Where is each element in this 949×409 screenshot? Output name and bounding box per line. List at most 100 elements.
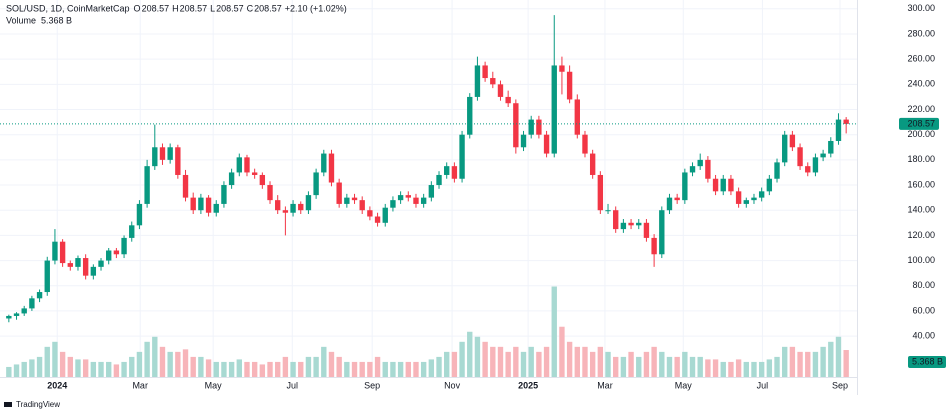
x-tick-label: Jul bbox=[287, 380, 299, 390]
volume-bar bbox=[582, 346, 588, 377]
volume-bar bbox=[44, 346, 50, 377]
candle-body bbox=[90, 266, 97, 276]
candle-body bbox=[474, 65, 481, 97]
volume-bar bbox=[267, 361, 273, 377]
volume-bar bbox=[298, 361, 304, 377]
volume-bar bbox=[82, 359, 89, 377]
candle-body bbox=[344, 197, 350, 204]
candle-body bbox=[758, 191, 765, 198]
volume-bar bbox=[528, 346, 534, 377]
volume-bar bbox=[659, 351, 665, 377]
candle-body bbox=[620, 222, 627, 230]
volume-bar bbox=[758, 361, 765, 377]
candle-body bbox=[198, 197, 204, 211]
volume-bar bbox=[513, 346, 519, 377]
volume-bar bbox=[121, 361, 127, 377]
volume-bar bbox=[597, 346, 604, 377]
volume-bar bbox=[213, 361, 219, 377]
volume-bar bbox=[367, 361, 373, 377]
candle-body bbox=[390, 200, 396, 208]
volume-bar bbox=[205, 359, 212, 377]
ohlc-value: 208.57 bbox=[142, 3, 170, 13]
candle-body bbox=[482, 65, 488, 79]
volume-bar bbox=[474, 336, 481, 377]
volume-bar bbox=[574, 346, 580, 377]
candle-body bbox=[697, 159, 703, 167]
candle-body bbox=[589, 153, 596, 175]
volume-bar bbox=[397, 361, 404, 377]
candle-body bbox=[720, 178, 726, 192]
volume-bar bbox=[782, 346, 788, 377]
candle-body bbox=[597, 174, 604, 211]
candle-body bbox=[428, 185, 435, 198]
volume-bar bbox=[221, 361, 227, 377]
candle-body bbox=[743, 200, 749, 204]
ohlc-value: 208.57 bbox=[180, 3, 208, 13]
x-tick-label: Mar bbox=[132, 380, 148, 390]
candle-body bbox=[820, 153, 826, 158]
volume-bar bbox=[451, 351, 458, 377]
volume-bar bbox=[812, 351, 819, 377]
axes: 40.00 60.00 80.00 100.00 120.00 140.00 160.00 1… bbox=[47, 3, 946, 390]
volume-value-box bbox=[908, 356, 946, 368]
candle-body bbox=[6, 315, 12, 319]
volume-bar bbox=[797, 351, 803, 377]
candle-body bbox=[136, 203, 143, 226]
candle-body bbox=[420, 197, 427, 204]
volume-bar bbox=[620, 356, 627, 377]
volume-bar bbox=[90, 361, 97, 377]
candle-body bbox=[643, 222, 650, 238]
volume-bar bbox=[290, 361, 296, 377]
candle-body bbox=[29, 298, 35, 309]
candles bbox=[0, 15, 857, 323]
volume-bar bbox=[390, 361, 396, 377]
volume-bar bbox=[67, 356, 73, 377]
y-tick-label: 300.00 bbox=[907, 3, 935, 13]
candle-body bbox=[321, 153, 327, 173]
volume-bar bbox=[820, 346, 826, 377]
volume-bar bbox=[651, 346, 657, 377]
candle-body bbox=[444, 166, 450, 175]
candle-body bbox=[566, 71, 573, 100]
candle-body bbox=[129, 225, 135, 238]
volume-bar bbox=[536, 351, 542, 377]
volume-value-axis-label: 5.368 B bbox=[912, 356, 943, 366]
volume-bar bbox=[21, 361, 27, 377]
y-tick-label: 100.00 bbox=[907, 255, 935, 265]
candle-body bbox=[497, 84, 504, 97]
candle-body bbox=[275, 200, 281, 211]
volume-bar bbox=[59, 351, 66, 377]
candle-body bbox=[305, 195, 312, 211]
volume-bar bbox=[321, 346, 327, 377]
volume-bar bbox=[305, 356, 312, 377]
volume-bar bbox=[566, 341, 573, 377]
candle-body bbox=[251, 172, 258, 175]
volume-bar bbox=[505, 351, 511, 377]
candle-body bbox=[244, 157, 250, 173]
volume-bar bbox=[351, 361, 358, 377]
volume-bar bbox=[712, 359, 719, 377]
candle-body bbox=[835, 119, 842, 141]
candle-body bbox=[451, 166, 458, 179]
volume-bar bbox=[144, 341, 150, 377]
volume-bar bbox=[766, 359, 773, 377]
ohlc-key: C bbox=[247, 3, 254, 13]
volume-bar bbox=[113, 364, 120, 377]
candle-body bbox=[152, 147, 158, 167]
volume-title: Volume bbox=[6, 15, 36, 25]
candle-body bbox=[789, 134, 796, 148]
legend: SOL/USD, 1D, CoinMarketCap O 208.57 H 208.57… bbox=[6, 3, 347, 25]
volume-bar bbox=[551, 286, 557, 377]
y-tick-label: 120.00 bbox=[907, 230, 935, 240]
candle-body bbox=[490, 78, 496, 85]
volume-bar bbox=[36, 356, 43, 377]
candle-body bbox=[236, 157, 242, 173]
candle-body bbox=[367, 210, 373, 217]
candle-body bbox=[543, 134, 550, 154]
candle-body bbox=[812, 157, 819, 173]
candle-body bbox=[52, 241, 58, 261]
volume-bar bbox=[467, 331, 473, 377]
candle-body bbox=[144, 166, 150, 204]
volume-bar bbox=[259, 364, 266, 377]
